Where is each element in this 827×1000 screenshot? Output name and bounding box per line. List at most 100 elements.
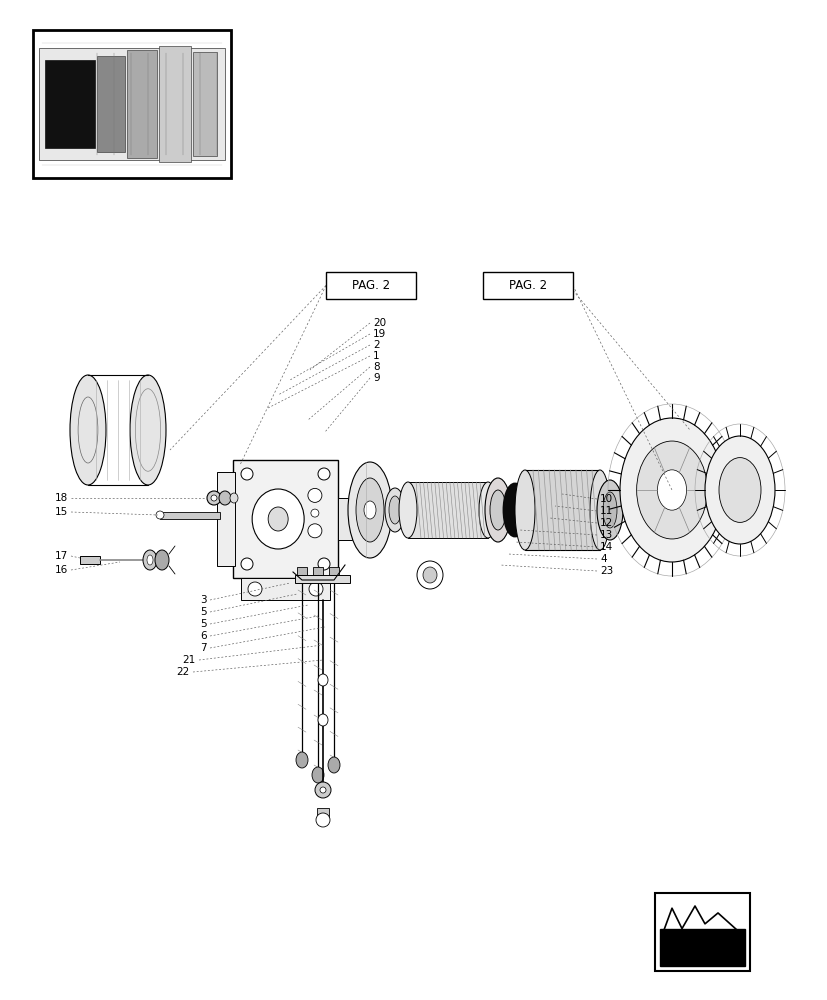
Ellipse shape [318,558,330,570]
Ellipse shape [211,495,217,501]
Bar [326,272,415,299]
Ellipse shape [155,550,169,570]
Bar [159,46,191,162]
Ellipse shape [130,375,165,485]
Ellipse shape [718,458,760,522]
Bar [297,567,307,575]
Bar [33,30,231,178]
Polygon shape [659,929,744,966]
Bar [45,60,95,148]
Ellipse shape [504,485,524,535]
Ellipse shape [147,555,153,565]
Ellipse shape [70,375,106,485]
Ellipse shape [268,507,288,531]
Text: 20: 20 [372,318,385,328]
Ellipse shape [308,582,323,596]
Text: 17: 17 [55,551,68,561]
Text: PAG. 2: PAG. 2 [351,279,390,292]
Text: 5: 5 [200,619,207,629]
Bar [328,567,338,575]
Ellipse shape [314,782,331,798]
Ellipse shape [657,470,686,510]
Ellipse shape [241,558,253,570]
Bar [193,52,217,156]
Ellipse shape [318,468,330,480]
Text: 11: 11 [600,506,613,516]
Ellipse shape [423,567,437,583]
Text: 10: 10 [600,494,612,504]
Text: PAG. 2: PAG. 2 [509,279,547,292]
Ellipse shape [364,501,375,519]
Text: 9: 9 [372,373,379,383]
Bar [80,556,100,564]
Ellipse shape [490,490,505,530]
Bar [317,808,328,817]
Bar [654,893,749,971]
Bar [241,578,330,600]
Text: 21: 21 [183,655,196,665]
Text: 12: 12 [600,518,613,528]
Bar [160,512,220,519]
Text: 8: 8 [372,362,379,372]
Text: 3: 3 [200,595,207,605]
Ellipse shape [636,441,706,539]
Ellipse shape [312,767,323,783]
Bar [127,50,157,158]
Ellipse shape [241,468,253,480]
Text: 5: 5 [200,607,207,617]
Ellipse shape [308,488,322,502]
Ellipse shape [318,674,327,686]
Ellipse shape [602,492,616,528]
Ellipse shape [230,493,237,503]
Ellipse shape [308,524,322,538]
Text: 16: 16 [55,565,68,575]
Bar [294,575,350,583]
Text: 13: 13 [600,530,613,540]
Text: 14: 14 [600,542,613,552]
Text: 7: 7 [200,643,207,653]
Ellipse shape [155,511,164,519]
Text: 1: 1 [372,351,379,361]
Ellipse shape [318,714,327,726]
Ellipse shape [514,470,534,550]
Ellipse shape [310,509,318,517]
Ellipse shape [347,462,391,558]
Ellipse shape [218,491,231,505]
Ellipse shape [143,550,157,570]
Ellipse shape [399,482,417,538]
Ellipse shape [485,478,510,542]
Ellipse shape [417,561,442,589]
Bar [217,472,235,566]
Ellipse shape [356,478,384,542]
Text: 22: 22 [176,667,189,677]
Ellipse shape [479,482,496,538]
Text: 23: 23 [600,566,613,576]
Text: 18: 18 [55,493,68,503]
Ellipse shape [207,491,221,505]
Text: 4: 4 [600,554,606,564]
Ellipse shape [590,470,609,550]
Bar [232,460,337,578]
Ellipse shape [295,752,308,768]
Ellipse shape [319,787,326,793]
Text: 6: 6 [200,631,207,641]
Ellipse shape [704,436,774,544]
Bar [524,470,600,550]
Bar [97,56,125,152]
Ellipse shape [385,488,404,532]
Ellipse shape [316,813,330,827]
Ellipse shape [327,757,340,773]
Text: 19: 19 [372,329,385,339]
Bar [39,48,225,160]
Text: 2: 2 [372,340,379,350]
Bar [408,482,487,538]
Bar [337,498,351,540]
Bar [482,272,572,299]
Ellipse shape [252,489,304,549]
Ellipse shape [248,582,261,596]
Ellipse shape [596,480,622,540]
Bar [313,567,323,575]
Ellipse shape [389,496,400,524]
Text: 15: 15 [55,507,68,517]
Ellipse shape [619,418,723,562]
